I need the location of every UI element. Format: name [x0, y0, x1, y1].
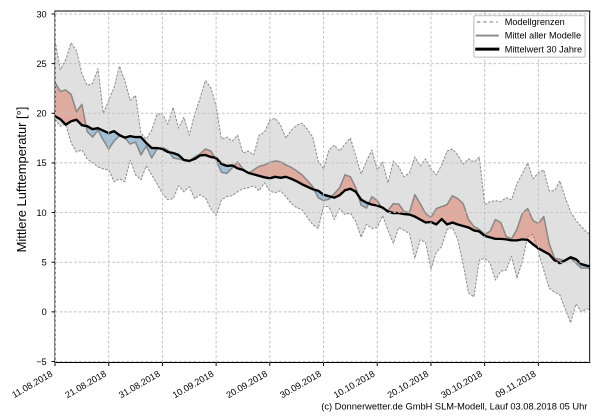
svg-text:10: 10: [36, 208, 46, 218]
svg-text:Mittelwert 30 Jahre: Mittelwert 30 Jahre: [505, 44, 582, 54]
svg-text:5: 5: [42, 258, 47, 268]
svg-text:(c) Donnerwetter.de GmbH SLM-M: (c) Donnerwetter.de GmbH SLM-Modell, Lau…: [321, 402, 587, 412]
svg-text:25: 25: [36, 59, 46, 69]
svg-text:Mittel aller Modelle: Mittel aller Modelle: [505, 31, 581, 41]
svg-text:15: 15: [36, 158, 46, 168]
svg-text:−5: −5: [36, 357, 46, 367]
svg-text:20: 20: [36, 109, 46, 119]
svg-text:Mittlere Lufttemperatur [°]: Mittlere Lufttemperatur [°]: [14, 107, 29, 253]
svg-text:Modellgrenzen: Modellgrenzen: [505, 17, 565, 27]
svg-text:30: 30: [36, 9, 46, 19]
svg-text:0: 0: [42, 307, 47, 317]
